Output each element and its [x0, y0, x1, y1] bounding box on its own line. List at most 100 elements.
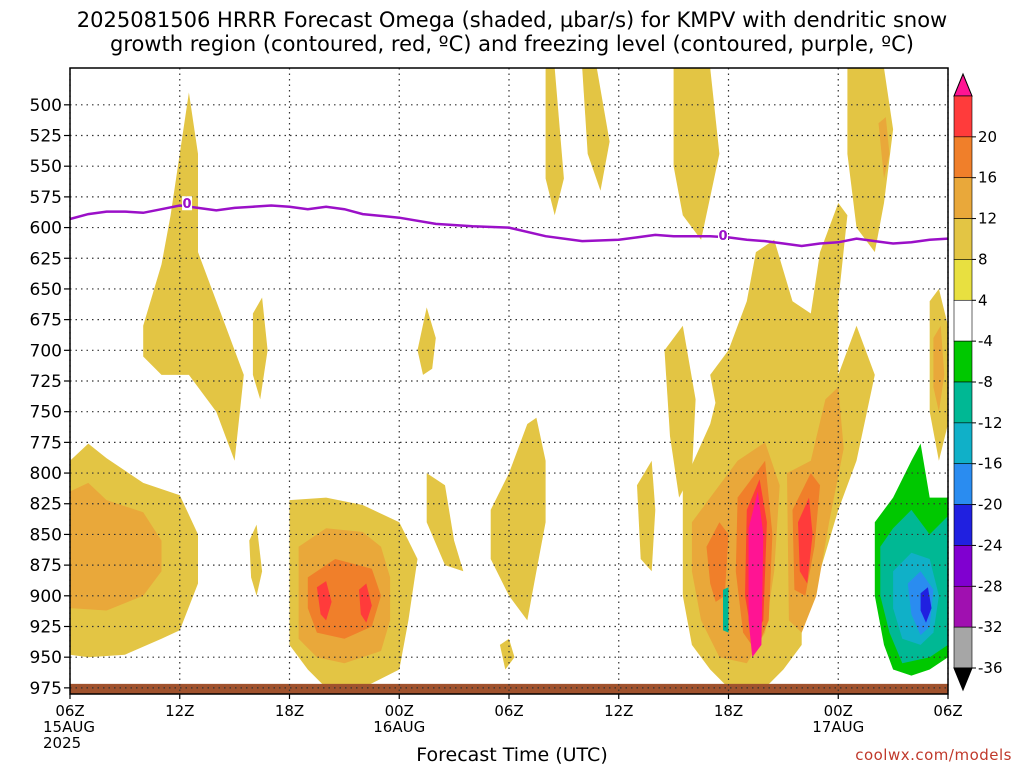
- grid-lines: [69, 68, 949, 694]
- colorbar-label: -12: [978, 414, 1003, 432]
- y-tick-label: 925: [30, 617, 62, 637]
- colorbar-label: -8: [978, 373, 993, 391]
- y-tick-label: 800: [30, 464, 62, 484]
- x-tick-label: 00Z: [824, 702, 853, 720]
- x-tick-label: 2025: [43, 734, 81, 752]
- colorbar-segment: [953, 545, 973, 587]
- colorbar-label: 20: [978, 128, 997, 146]
- omega-region-11: [426, 473, 464, 572]
- y-tick-label: 850: [30, 525, 62, 545]
- colorbar-segment: [953, 95, 973, 138]
- colorbar-segment: [953, 299, 973, 342]
- colorbar-label: -32: [978, 618, 1003, 636]
- omega-shading: [70, 68, 948, 688]
- omega-region-9: [249, 524, 263, 596]
- colorbar-segment: [953, 218, 973, 260]
- y-tick-label: 725: [30, 372, 62, 392]
- y-axis-ticks: 500 525 550 575 600 625 650 675 700 725 750 775 800 8…: [30, 96, 70, 699]
- omega-region-20: [710, 350, 729, 424]
- terrain-ground: [70, 683, 948, 694]
- chart-title-line-2: growth region (contoured, red, ºC) and f…: [110, 32, 914, 56]
- freezing-label-bg: [182, 196, 193, 211]
- x-tick-label: 18Z: [275, 702, 304, 720]
- x-tick-label: 06Z: [55, 702, 84, 720]
- colorbar-segment: [953, 626, 973, 669]
- y-tick-label: 700: [30, 341, 62, 361]
- omega-region-29: [847, 68, 894, 253]
- omega-region-17: [673, 68, 720, 240]
- colorbar-label: 4: [978, 291, 988, 309]
- y-tick-label: 900: [30, 587, 62, 607]
- colorbar-label: -4: [978, 332, 993, 350]
- x-tick-label: 17AUG: [812, 718, 864, 736]
- omega-region-5: [316, 581, 332, 621]
- colorbar-segment: [953, 259, 973, 301]
- omega-region-16: [637, 460, 656, 572]
- y-tick-label: 525: [30, 127, 62, 147]
- omega-region-38: [723, 587, 729, 633]
- freezing-level-contour: 00: [69, 196, 949, 248]
- y-tick-label: 500: [30, 96, 62, 116]
- y-tick-label: 625: [30, 249, 62, 269]
- omega-region-1: [70, 482, 162, 611]
- x-tick-label: 00Z: [385, 702, 414, 720]
- x-tick-label: 18Z: [714, 702, 743, 720]
- chart-title-line-1: 2025081506 HRRR Forecast Omega (shaded, …: [76, 8, 948, 32]
- omega-region-18: [664, 325, 696, 498]
- omega-region-27: [748, 491, 764, 658]
- omega-region-23: [706, 522, 729, 602]
- source-credit: coolwx.com/models: [855, 746, 1012, 764]
- colorbar-label: -24: [978, 536, 1003, 554]
- colorbar-legend: 20 16 12 8 4 -4 -8 -12 -16 -20 -24 -28 -32 -36: [953, 72, 1003, 692]
- colorbar-top-arrow: [953, 72, 973, 97]
- freezing-level-label: 0: [183, 197, 192, 212]
- omega-region-15: [582, 68, 610, 191]
- omega-region-30: [878, 117, 890, 179]
- y-tick-label: 975: [30, 679, 62, 699]
- omega-region-28: [798, 497, 813, 584]
- colorbar-bottom-arrow: [953, 667, 973, 692]
- y-tick-label: 775: [30, 433, 62, 453]
- x-tick-label: 12Z: [604, 702, 633, 720]
- colorbar-segment: [953, 136, 973, 179]
- freezing-level-line: [69, 204, 949, 248]
- y-tick-label: 650: [30, 280, 62, 300]
- y-tick-label: 950: [30, 648, 62, 668]
- colorbar-segment: [953, 504, 973, 546]
- y-tick-label: 550: [30, 157, 62, 177]
- colorbar-segment: [953, 585, 973, 628]
- colorbar-segment: [953, 340, 973, 383]
- x-tick-label: 12Z: [165, 702, 194, 720]
- x-axis-label: Forecast Time (UTC): [416, 744, 608, 766]
- y-tick-label: 875: [30, 556, 62, 576]
- colorbar-label: -16: [978, 455, 1003, 473]
- y-tick-label: 825: [30, 495, 62, 515]
- colorbar-segment: [953, 422, 973, 465]
- y-tick-label: 750: [30, 403, 62, 423]
- colorbar-label: -36: [978, 659, 1003, 677]
- y-tick-label: 600: [30, 219, 62, 239]
- omega-region-12: [490, 417, 546, 621]
- omega-region-6: [359, 583, 372, 623]
- omega-region-14: [545, 68, 564, 216]
- ground-strip: [70, 683, 948, 694]
- y-tick-label: 675: [30, 311, 62, 331]
- colorbar-segment: [953, 463, 973, 505]
- colorbar-label: 12: [978, 210, 997, 228]
- freezing-label-bg: [718, 228, 729, 243]
- x-tick-label: 06Z: [494, 702, 523, 720]
- omega-region-32: [933, 325, 945, 412]
- x-tick-label: 06Z: [933, 702, 962, 720]
- colorbar-label: -28: [978, 577, 1003, 595]
- omega-region-8: [252, 297, 268, 400]
- colorbar-label: -20: [978, 496, 1003, 514]
- y-tick-label: 575: [30, 188, 62, 208]
- omega-region-7: [143, 92, 244, 461]
- omega-region-10: [417, 307, 436, 375]
- x-tick-label: 15AUG: [43, 718, 95, 736]
- colorbar-label: 16: [978, 169, 997, 187]
- omega-region-13: [499, 638, 515, 670]
